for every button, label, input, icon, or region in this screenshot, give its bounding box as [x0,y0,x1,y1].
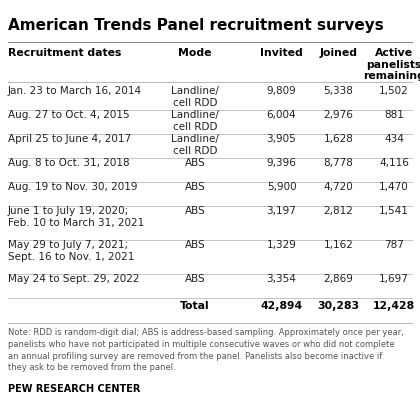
Text: 4,116: 4,116 [379,158,409,168]
Text: Joined: Joined [320,48,357,58]
Text: 1,502: 1,502 [379,86,409,96]
Text: Note: RDD is random-digit dial; ABS is address-based sampling. Approximately onc: Note: RDD is random-digit dial; ABS is a… [8,328,404,372]
Text: 4,720: 4,720 [324,182,353,192]
Text: Active
panelists
remaining: Active panelists remaining [363,48,420,81]
Text: 1,162: 1,162 [323,240,354,250]
Text: 434: 434 [384,134,404,144]
Text: Aug. 27 to Oct. 4, 2015: Aug. 27 to Oct. 4, 2015 [8,110,130,120]
Text: 9,396: 9,396 [267,158,297,168]
Text: Landline/
cell RDD: Landline/ cell RDD [171,110,219,132]
Text: 3,354: 3,354 [267,274,297,284]
Text: ABS: ABS [185,182,205,192]
Text: 8,778: 8,778 [323,158,354,168]
Text: Jan. 23 to March 16, 2014: Jan. 23 to March 16, 2014 [8,86,142,96]
Text: ABS: ABS [185,274,205,284]
Text: Mode: Mode [178,48,212,58]
Text: Landline/
cell RDD: Landline/ cell RDD [171,86,219,108]
Text: Recruitment dates: Recruitment dates [8,48,121,58]
Text: Aug. 19 to Nov. 30, 2019: Aug. 19 to Nov. 30, 2019 [8,182,137,192]
Text: Invited: Invited [260,48,303,58]
Text: ABS: ABS [185,206,205,216]
Text: Total: Total [180,301,210,311]
Text: May 24 to Sept. 29, 2022: May 24 to Sept. 29, 2022 [8,274,139,284]
Text: 30,283: 30,283 [318,301,360,311]
Text: 5,900: 5,900 [267,182,297,192]
Text: American Trends Panel recruitment surveys: American Trends Panel recruitment survey… [8,18,384,33]
Text: 2,812: 2,812 [323,206,354,216]
Text: 3,905: 3,905 [267,134,297,144]
Text: June 1 to July 19, 2020;
Feb. 10 to March 31, 2021: June 1 to July 19, 2020; Feb. 10 to Marc… [8,206,144,228]
Text: 2,976: 2,976 [323,110,354,120]
Text: 3,197: 3,197 [267,206,297,216]
Text: 1,697: 1,697 [379,274,409,284]
Text: 1,470: 1,470 [379,182,409,192]
Text: Aug. 8 to Oct. 31, 2018: Aug. 8 to Oct. 31, 2018 [8,158,130,168]
Text: 2,869: 2,869 [323,274,354,284]
Text: 1,329: 1,329 [267,240,297,250]
Text: ABS: ABS [185,158,205,168]
Text: 5,338: 5,338 [323,86,354,96]
Text: 9,809: 9,809 [267,86,297,96]
Text: 42,894: 42,894 [260,301,302,311]
Text: ABS: ABS [185,240,205,250]
Text: Landline/
cell RDD: Landline/ cell RDD [171,134,219,156]
Text: 6,004: 6,004 [267,110,297,120]
Text: 787: 787 [384,240,404,250]
Text: April 25 to June 4, 2017: April 25 to June 4, 2017 [8,134,131,144]
Text: May 29 to July 7, 2021;
Sept. 16 to Nov. 1, 2021: May 29 to July 7, 2021; Sept. 16 to Nov.… [8,240,134,262]
Text: PEW RESEARCH CENTER: PEW RESEARCH CENTER [8,384,140,394]
Text: 12,428: 12,428 [373,301,415,311]
Text: 1,541: 1,541 [379,206,409,216]
Text: 881: 881 [384,110,404,120]
Text: 1,628: 1,628 [323,134,354,144]
